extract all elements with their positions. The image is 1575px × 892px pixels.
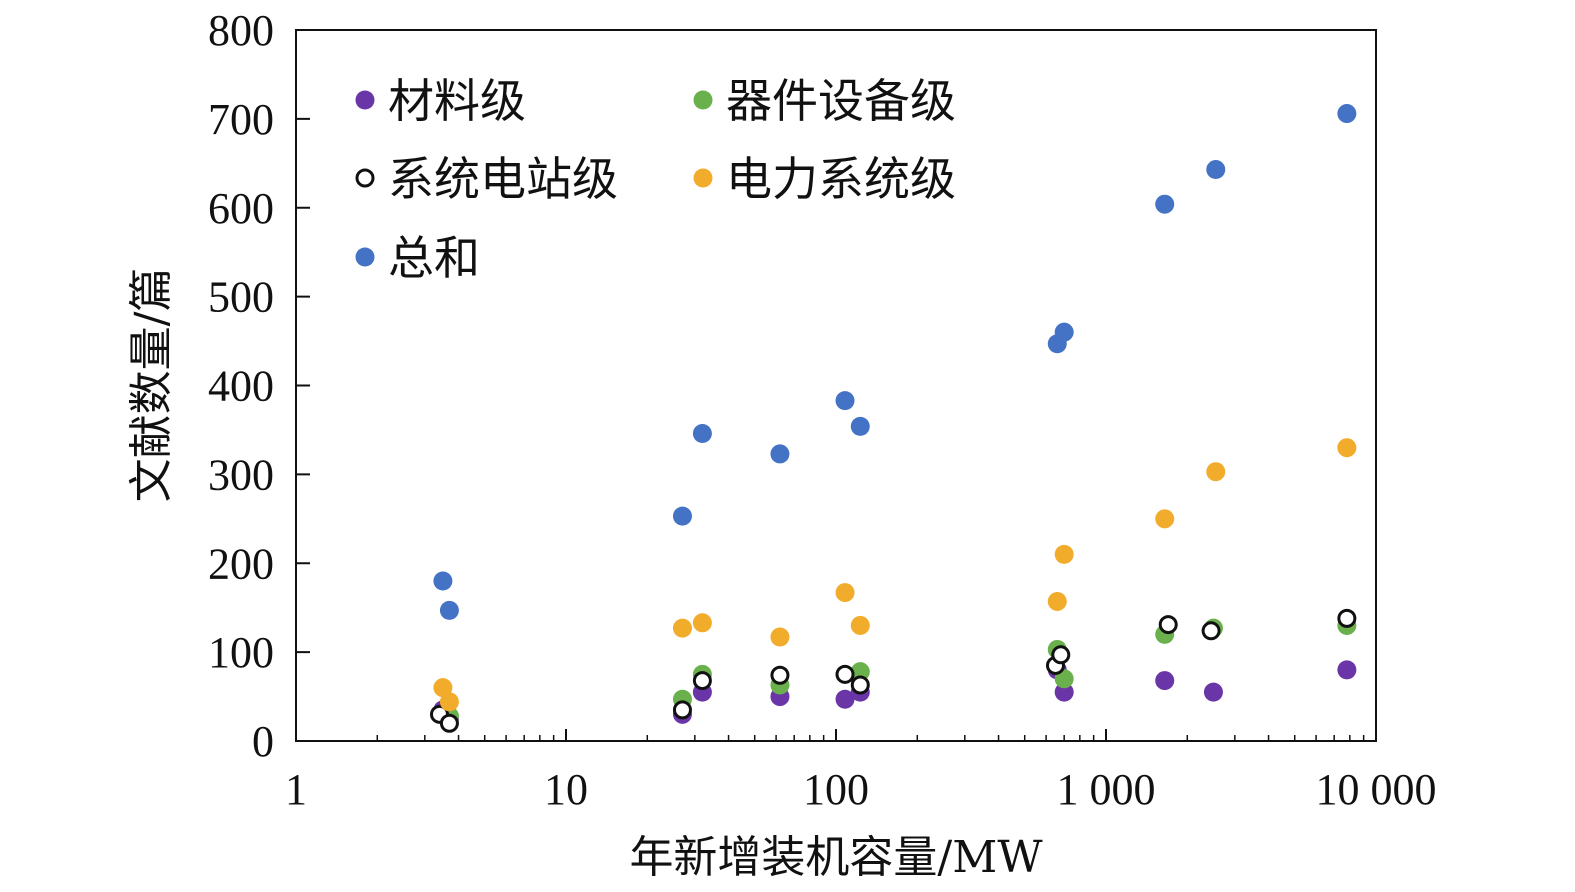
x-tick-label: 1 [285,765,307,814]
data-point [672,700,692,720]
data-point [1201,621,1221,641]
data-point [770,444,790,464]
data-point [1054,544,1074,564]
data-point [433,678,453,698]
data-point [1337,660,1357,680]
data-point [439,600,459,620]
y-tick-label: 100 [208,628,274,677]
legend-marker [355,247,375,267]
legend-label: 材料级 [388,74,526,128]
data-point [672,618,692,638]
data-point [1206,462,1226,482]
legend-marker [693,168,713,188]
data-point [439,692,459,712]
data-point [692,671,712,691]
data-point [692,613,712,633]
data-point [439,713,459,733]
y-tick-label: 700 [208,95,274,144]
x-axis: 1 10 100 1 000 10 000 [285,729,1437,814]
data-point [1337,438,1357,458]
data-point [850,675,870,695]
data-point [1206,160,1226,180]
data-point [1051,645,1071,665]
data-point [835,664,855,684]
series-1 [433,660,1357,729]
series-3 [429,608,1357,733]
series-4 [433,438,1357,712]
legend-marker [355,90,375,110]
data-point [1203,682,1223,702]
data-point [1047,591,1067,611]
data-point [835,689,855,709]
data-point [850,416,870,436]
y-tick-label: 400 [208,362,274,411]
data-point [835,583,855,603]
x-tick-label: 1 000 [1057,765,1156,814]
legend-marker [355,168,375,188]
x-tick-label: 10 000 [1316,765,1437,814]
y-tick-label: 500 [208,273,274,322]
x-axis-title: 年新增装机容量/MW [629,832,1043,883]
data-point [1158,615,1178,635]
data-point [1155,509,1175,529]
data-point [1155,671,1175,691]
legend-label: 总和 [388,231,480,285]
data-point [850,662,870,682]
data-point [835,391,855,411]
data-points [429,104,1357,733]
data-point [672,506,692,526]
y-tick-label: 200 [208,539,274,588]
data-point [1155,194,1175,214]
data-point [770,627,790,647]
x-tick-label: 10 [544,765,588,814]
data-point [1054,682,1074,702]
data-point [692,423,712,443]
x-tick-label: 100 [803,765,869,814]
data-point [850,615,870,635]
legend-label: 器件设备级 [726,74,956,128]
series-5 [433,104,1357,620]
y-tick-label: 600 [208,184,274,233]
y-tick-label: 0 [252,717,274,766]
legend-label: 电力系统级 [726,152,956,206]
y-tick-label: 300 [208,450,274,499]
y-axis-title: 文献数量/篇 [126,268,177,503]
data-point [433,571,453,591]
data-point [1337,608,1357,628]
y-axis: 0 100 200 300 400 500 600 700 800 [208,6,310,766]
data-point [770,665,790,685]
y-tick-label: 800 [208,6,274,55]
legend-marker [693,90,713,110]
data-point [1337,104,1357,124]
data-point [1054,322,1074,342]
legend-label: 系统电站级 [388,152,618,206]
